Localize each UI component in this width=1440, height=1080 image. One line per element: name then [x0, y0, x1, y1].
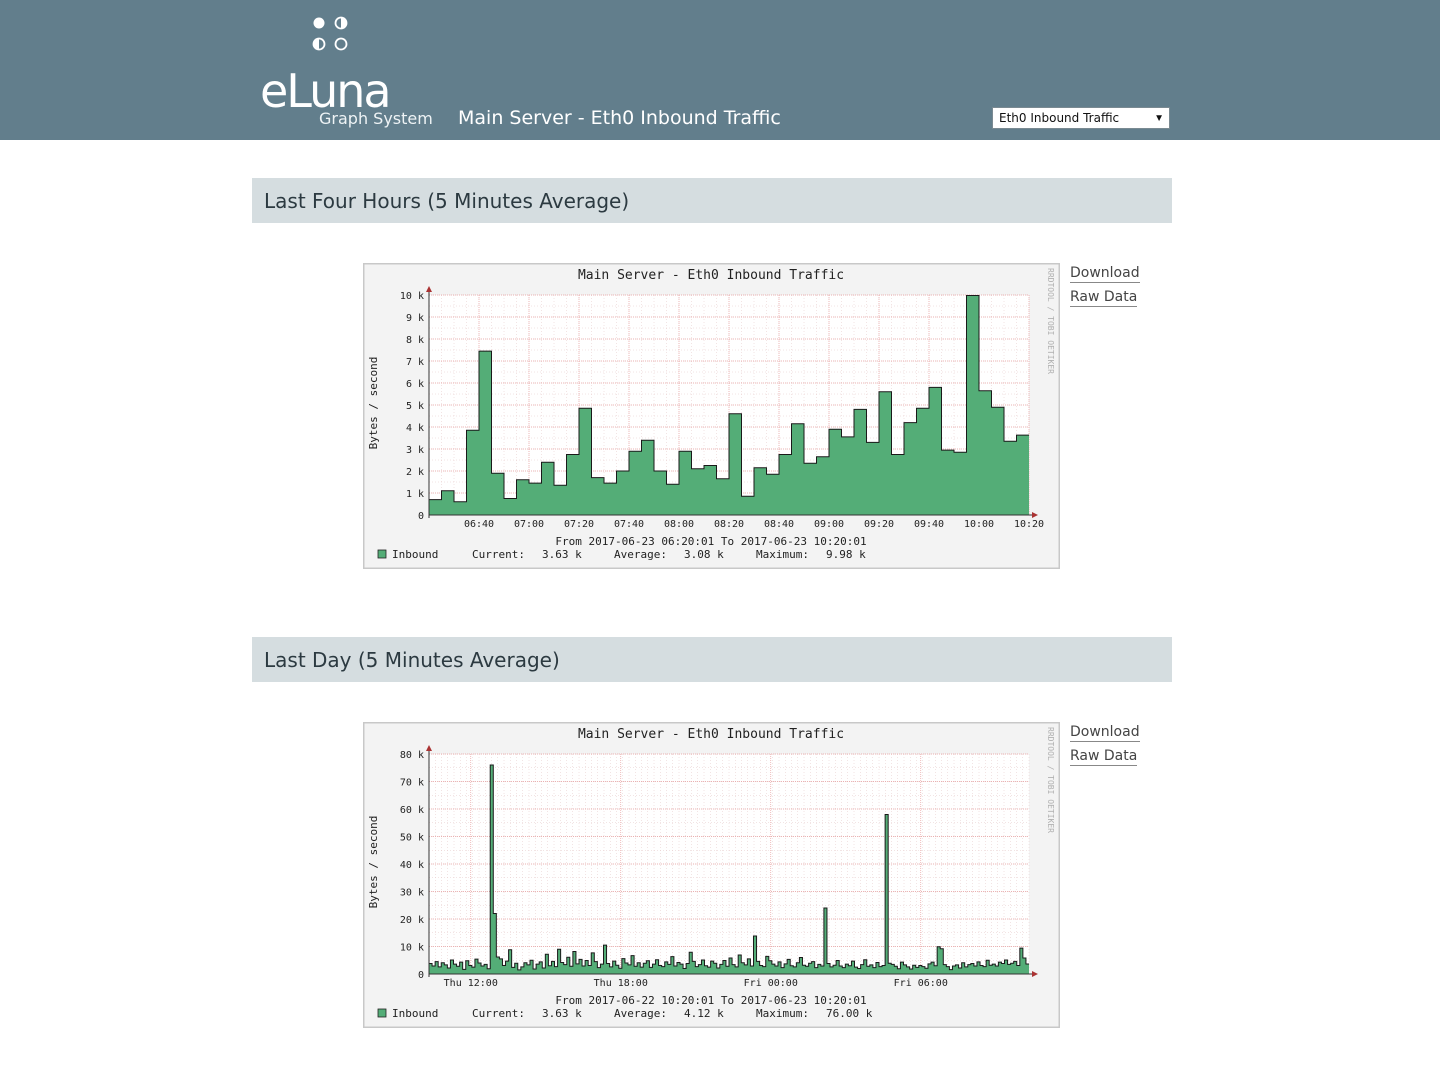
- x-tick-label: Fri 06:00: [894, 978, 948, 989]
- y-tick-label: 8 k: [406, 335, 424, 346]
- legend-average-label: Average:: [614, 1007, 667, 1020]
- legend-current-value: 3.63 k: [542, 548, 582, 561]
- watermark: RRDTOOL / TOBI OETIKER: [1046, 727, 1055, 833]
- graph-links-four-hours: Download Raw Data: [1070, 265, 1150, 313]
- chart-four-hours: 0 1 k 2 k 3 k 4 k 5 k 6 k 7 k 8 k 9 k 10 k 06:40 07:…: [363, 263, 1060, 569]
- y-tick-label: 7 k: [406, 357, 424, 368]
- brand-name: eLuna: [260, 64, 392, 118]
- page-title: Main Server - Eth0 Inbound Traffic: [458, 107, 781, 129]
- x-tick-label: 09:00: [814, 519, 844, 530]
- y-tick-label: 5 k: [406, 401, 424, 412]
- logo-dots-icon: [312, 16, 348, 51]
- y-tick-label: 1 k: [406, 489, 424, 500]
- dropdown-arrow-icon: ▼: [1154, 113, 1164, 124]
- legend-maximum-value: 76.00 k: [826, 1007, 873, 1020]
- brand-logo[interactable]: eLuna Graph System: [258, 14, 448, 134]
- legend-name: Inbound: [392, 1007, 438, 1020]
- y-tick-label: 70 k: [400, 778, 424, 789]
- series-line-inbound: [429, 294, 1029, 503]
- y-tick-label: 10 k: [400, 943, 424, 954]
- legend-average-value: 4.12 k: [684, 1007, 724, 1020]
- y-tick-label: 2 k: [406, 467, 424, 478]
- y-tick-label: 80 k: [400, 750, 424, 761]
- legend-current-label: Current:: [472, 548, 525, 561]
- y-tick-label: 9 k: [406, 313, 424, 324]
- section-heading: Last Day (5 Minutes Average): [264, 648, 560, 672]
- chart-title: Main Server - Eth0 Inbound Traffic: [578, 727, 844, 742]
- x-tick-label: 07:00: [514, 519, 544, 530]
- legend-current-label: Current:: [472, 1007, 525, 1020]
- chart-last-day: 0 10 k 20 k 30 k 40 k 50 k 60 k 70 k 80 k Thu 12:…: [363, 722, 1060, 1028]
- legend-maximum-label: Maximum:: [756, 1007, 809, 1020]
- y-tick-label: 4 k: [406, 423, 424, 434]
- y-tick-label: 20 k: [400, 915, 424, 926]
- x-axis-arrow-icon: [1032, 971, 1038, 977]
- x-tick-label: 08:40: [764, 519, 794, 530]
- x-tick-label: 09:20: [864, 519, 894, 530]
- download-link[interactable]: Download: [1070, 724, 1140, 742]
- x-tick-label: 07:40: [614, 519, 644, 530]
- y-tick-label: 30 k: [400, 888, 424, 899]
- legend-current-value: 3.63 k: [542, 1007, 582, 1020]
- series-area-inbound: [429, 295, 1029, 515]
- graph-last-day: 0 10 k 20 k 30 k 40 k 50 k 60 k 70 k 80 k Thu 12:…: [363, 722, 1060, 1028]
- app-header: eLuna Graph System Main Server - Eth0 In…: [0, 0, 1440, 140]
- legend-name: Inbound: [392, 548, 438, 561]
- x-axis-arrow-icon: [1032, 512, 1038, 518]
- y-axis-arrow-icon: [426, 745, 432, 751]
- y-tick-label: 6 k: [406, 379, 424, 390]
- download-link[interactable]: Download: [1070, 265, 1140, 283]
- graph-links-last-day: Download Raw Data: [1070, 724, 1150, 772]
- y-axis-label: Bytes / second: [367, 357, 380, 450]
- y-tick-label: 3 k: [406, 445, 424, 456]
- legend-swatch: [377, 549, 387, 559]
- x-tick-label: 08:00: [664, 519, 694, 530]
- series-line-inbound: [429, 764, 1029, 971]
- legend-average-value: 3.08 k: [684, 548, 724, 561]
- x-tick-label: Fri 00:00: [744, 978, 798, 989]
- y-axis-arrow-icon: [426, 286, 432, 292]
- legend-average-label: Average:: [614, 548, 667, 561]
- raw-data-link[interactable]: Raw Data: [1070, 289, 1138, 307]
- y-tick-label: 10 k: [400, 291, 424, 302]
- y-tick-label: 0: [418, 970, 424, 981]
- x-tick-label: 07:20: [564, 519, 594, 530]
- period-label: From 2017-06-23 06:20:01 To 2017-06-23 1…: [555, 535, 866, 548]
- x-tick-label: 08:20: [714, 519, 744, 530]
- section-header-last-day: Last Day (5 Minutes Average): [252, 637, 1172, 682]
- raw-data-link[interactable]: Raw Data: [1070, 748, 1138, 766]
- graph-select-value: Eth0 Inbound Traffic: [999, 111, 1120, 125]
- watermark: RRDTOOL / TOBI OETIKER: [1046, 268, 1055, 374]
- legend-maximum-value: 9.98 k: [826, 548, 866, 561]
- y-tick-label: 40 k: [400, 860, 424, 871]
- x-tick-label: Thu 12:00: [444, 978, 498, 989]
- x-tick-label: Thu 18:00: [594, 978, 648, 989]
- graph-four-hours: 0 1 k 2 k 3 k 4 k 5 k 6 k 7 k 8 k 9 k 10 k 06:40 07:…: [363, 263, 1060, 569]
- section-header-four-hours: Last Four Hours (5 Minutes Average): [252, 178, 1172, 223]
- brand-subtitle: Graph System: [319, 109, 433, 128]
- y-tick-label: 0: [418, 511, 424, 522]
- section-heading: Last Four Hours (5 Minutes Average): [264, 189, 630, 213]
- legend-swatch: [377, 1008, 387, 1018]
- x-tick-label: 06:40: [464, 519, 494, 530]
- period-label: From 2017-06-22 10:20:01 To 2017-06-23 1…: [555, 994, 866, 1007]
- y-axis-label: Bytes / second: [367, 816, 380, 909]
- legend-maximum-label: Maximum:: [756, 548, 809, 561]
- graph-select[interactable]: Eth0 Inbound Traffic ▼: [992, 107, 1170, 129]
- x-tick-label: 10:20: [1014, 519, 1044, 530]
- y-tick-label: 50 k: [400, 833, 424, 844]
- y-tick-label: 60 k: [400, 805, 424, 816]
- chart-title: Main Server - Eth0 Inbound Traffic: [578, 268, 844, 283]
- x-tick-label: 10:00: [964, 519, 994, 530]
- x-tick-label: 09:40: [914, 519, 944, 530]
